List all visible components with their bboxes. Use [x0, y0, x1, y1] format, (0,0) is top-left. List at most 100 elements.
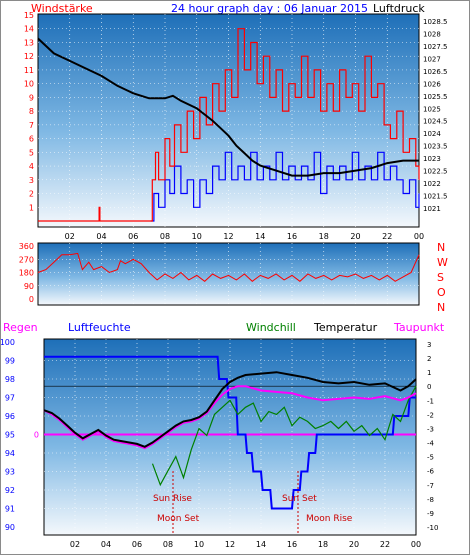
pressure-tick-label: 1023.5: [423, 143, 448, 151]
time-tick-label: 18: [319, 232, 329, 241]
wind-speed-label: Windstärke: [31, 2, 93, 15]
temperature-tick-label: -4: [427, 440, 435, 448]
time-tick-label: 20: [350, 232, 360, 241]
pressure-tick-label: 1022: [423, 180, 441, 188]
pressure-tick-label: 1026.5: [423, 68, 448, 76]
time-tick-label: 20: [349, 540, 359, 549]
humidity-axis: 90 91 92 93 94 95 96 97 98 99 100 0: [1, 338, 39, 532]
wind-tick-label: 15: [24, 11, 34, 20]
pressure-tick-label: 1026: [423, 80, 441, 88]
temperature-tick-label: -2: [427, 411, 434, 419]
chart-title: 24 hour graph day : 06 Januar 2015: [171, 2, 368, 15]
panel1-series: [37, 28, 420, 222]
humidity-tick-label: 99: [5, 357, 15, 366]
legend-taupunkt: Taupunkt: [393, 321, 445, 334]
direction-tick-label: 360: [19, 242, 34, 251]
time-tick-label: 00: [411, 540, 421, 549]
time-tick-label: 14: [256, 540, 266, 549]
gust-series: [150, 151, 420, 222]
direction-tick-label: 180: [19, 269, 34, 278]
temperature-tick-label: -8: [427, 496, 434, 504]
temperature-tick-label: -5: [427, 454, 434, 462]
humidity-tick-label: 90: [5, 523, 15, 532]
direction-axis: 360 270 180 90 0: [19, 242, 34, 304]
time-tick-label: 16: [287, 232, 297, 241]
wind-tick-label: 5: [29, 148, 34, 157]
wind-tick-label: 12: [24, 52, 34, 61]
temperature-tick-label: -3: [427, 425, 434, 433]
time-tick-label: 16: [287, 540, 297, 549]
pressure-label: Luftdruck: [373, 2, 425, 15]
time-tick-label: 18: [318, 540, 328, 549]
direction-tick-label: 270: [19, 255, 34, 264]
time-tick-label: 22: [380, 540, 390, 549]
temperature-tick-label: -6: [427, 468, 435, 476]
legend-windchill: Windchill: [246, 321, 296, 334]
panel2-series: [37, 252, 420, 282]
temperature-tick-label: 3: [427, 341, 431, 349]
panel-wind-pressure: [37, 13, 420, 228]
pressure-axis: 1021 1021.5 1022 1022.5 1023 1023.5 1024 1024.5…: [423, 18, 448, 213]
compass-label: N: [437, 241, 445, 254]
time-tick-label: 10: [194, 540, 204, 549]
time-tick-label: 08: [160, 232, 170, 241]
direction-tick-label: 90: [24, 282, 34, 291]
temperature-axis: 3 2 1 0 -1 -2 -3 -4 -5 -6 -7 -8 -9 -10: [427, 341, 438, 532]
dewpoint-series: [43, 385, 417, 450]
pressure-tick-label: 1023: [423, 155, 441, 163]
temperature-series: [43, 371, 417, 448]
pressure-tick-label: 1025.5: [423, 93, 448, 101]
sun-set-label: Sun Set: [282, 494, 317, 504]
compass-label: O: [437, 286, 446, 299]
rain-tick-label: 0: [34, 431, 39, 440]
humidity-tick-label: 96: [5, 412, 15, 421]
moon-rise-label: Moon Rise: [306, 514, 353, 524]
humidity-tick-label: 100: [1, 338, 15, 347]
wind-tick-label: 11: [24, 66, 34, 75]
panel3-time-axis: 02 04 06 08 10 12 14 16 18 20 22 00: [70, 540, 421, 549]
wind-tick-label: 13: [24, 38, 34, 47]
humidity-tick-label: 93: [5, 468, 15, 477]
compass-label: N: [437, 301, 445, 314]
wind-tick-label: 9: [29, 93, 34, 102]
humidity-tick-label: 98: [5, 375, 15, 384]
wind-tick-label: 1: [29, 203, 34, 212]
panel1-time-axis: 02 04 06 08 10 12 14 16 18 20 22 00: [65, 232, 424, 241]
pressure-tick-label: 1021: [423, 205, 441, 213]
time-tick-label: 12: [225, 540, 235, 549]
pressure-tick-label: 1024.5: [423, 118, 448, 126]
panel-humidity-temperature: [43, 338, 417, 536]
legend-regen: Regen: [3, 321, 38, 334]
pressure-tick-label: 1025: [423, 105, 441, 113]
pressure-tick-label: 1028: [423, 30, 441, 38]
time-tick-label: 02: [65, 232, 75, 241]
compass-label: S: [437, 271, 444, 284]
temperature-tick-label: 2: [427, 355, 431, 363]
humidity-tick-label: 91: [5, 505, 15, 514]
pressure-tick-label: 1022.5: [423, 168, 448, 176]
wind-tick-label: 4: [29, 162, 34, 171]
humidity-series: [44, 355, 416, 510]
time-tick-label: 08: [163, 540, 173, 549]
time-tick-label: 10: [192, 232, 202, 241]
wind-tick-label: 10: [24, 80, 34, 89]
legend-temperatur: Temperatur: [313, 321, 378, 334]
wind-tick-label: 8: [29, 107, 34, 116]
humidity-tick-label: 92: [5, 486, 15, 495]
pressure-tick-label: 1024: [423, 130, 441, 138]
wind-tick-label: 3: [29, 176, 34, 185]
humidity-tick-label: 97: [5, 394, 15, 403]
windchill-series: [151, 385, 417, 487]
wind-direction-series: [37, 252, 420, 282]
time-tick-label: 04: [101, 540, 111, 549]
wind-tick-label: 6: [29, 135, 34, 144]
sun-rise-label: Sun Rise: [153, 494, 192, 504]
legend-luftfeuchte: Luftfeuchte: [68, 321, 131, 334]
temperature-tick-label: 0: [427, 383, 431, 391]
pressure-tick-label: 1027: [423, 55, 441, 63]
time-tick-label: 02: [70, 540, 80, 549]
temperature-tick-label: -7: [427, 482, 434, 490]
